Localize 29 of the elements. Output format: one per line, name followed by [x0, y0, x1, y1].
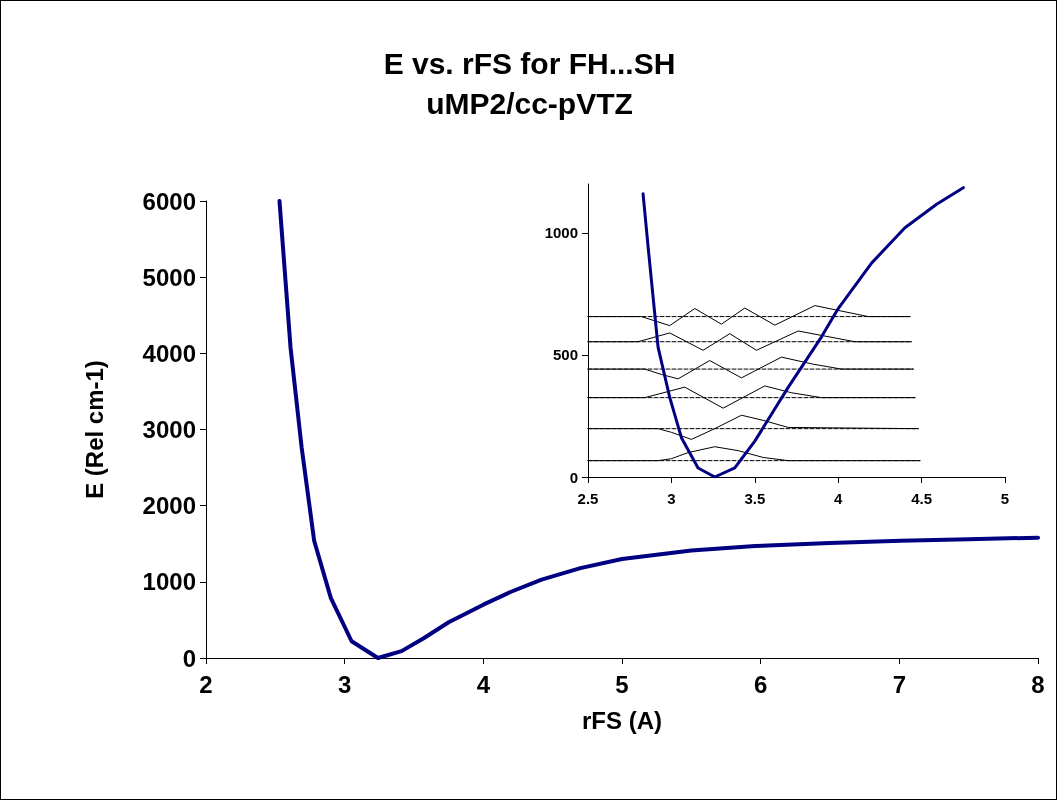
y-tick-label: 1000 [142, 568, 196, 596]
y-tick-label: 4000 [142, 339, 196, 367]
y-tick-label: 6000 [142, 187, 196, 215]
y-axis-title: E (Rel cm-1) [80, 360, 108, 499]
y-tick-label: 1000 [544, 224, 578, 242]
x-tick-label: 4.5 [911, 490, 933, 507]
x-axis-title: rFS (A) [582, 706, 662, 734]
chart-subtitle: uMP2/cc-pVTZ [426, 86, 633, 120]
line-series [641, 186, 965, 479]
x-tick-label: 2 [199, 670, 213, 698]
x-tick-label: 2.5 [577, 490, 599, 507]
x-tick-label: 7 [892, 670, 907, 698]
x-tick-label: 3 [667, 490, 676, 507]
y-tick-label: 2000 [142, 492, 196, 520]
x-tick-label: 3.5 [744, 490, 766, 507]
x-tick-label: 4 [834, 490, 844, 507]
y-tick-label: 0 [569, 468, 578, 486]
y-tick-label: 0 [182, 644, 196, 672]
chart-title: E vs. rFS for FH...SH [383, 46, 676, 80]
x-tick-label: 5 [615, 670, 629, 698]
x-tick-label: 5 [1000, 490, 1010, 507]
x-tick-label: 8 [1031, 670, 1045, 698]
y-tick-label: 3000 [142, 416, 196, 443]
y-tick-label: 5000 [142, 263, 196, 291]
x-tick-label: 6 [753, 670, 768, 698]
x-tick-label: 3 [337, 670, 352, 698]
y-tick-label: 500 [552, 346, 578, 364]
x-tick-label: 4 [476, 670, 491, 698]
line-series [277, 199, 1040, 660]
